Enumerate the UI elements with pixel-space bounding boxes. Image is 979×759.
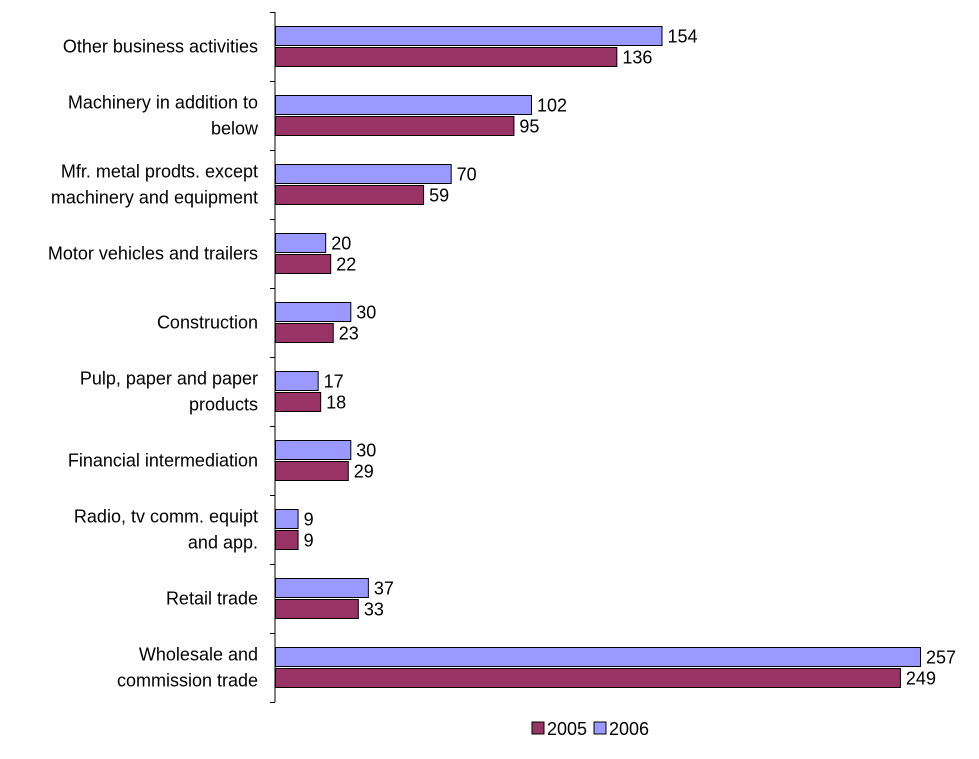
bar-2005 — [275, 668, 901, 688]
data-label: 70 — [457, 165, 477, 185]
data-label: 136 — [622, 48, 652, 68]
data-label: 102 — [537, 96, 567, 116]
data-label: 17 — [324, 372, 344, 392]
bars — [275, 26, 921, 688]
category-label: Radio, tv comm. equipt — [74, 507, 258, 527]
data-label: 30 — [356, 303, 376, 323]
category-label: Wholesale and — [139, 645, 258, 665]
bar-2005 — [275, 254, 332, 274]
bar-2006 — [275, 440, 352, 460]
category-label: below — [211, 119, 259, 139]
data-label: 154 — [667, 27, 697, 47]
data-label: 249 — [906, 669, 936, 689]
data-label: 9 — [304, 510, 314, 530]
legend: 2005 2006 — [531, 719, 649, 739]
data-label: 257 — [926, 648, 956, 668]
legend-swatch-2005 — [531, 721, 545, 735]
category-label: Pulp, paper and paper — [80, 369, 258, 389]
data-label: 20 — [331, 234, 351, 254]
category-label: products — [189, 395, 258, 415]
category-label: commission trade — [117, 671, 258, 691]
bar-2005 — [275, 116, 515, 136]
category-label: Machinery in addition to — [68, 93, 258, 113]
category-label: Motor vehicles and trailers — [48, 244, 258, 264]
legend-swatch-2006 — [593, 721, 607, 735]
category-label: Construction — [157, 313, 258, 333]
data-label: 22 — [336, 255, 356, 275]
data-label: 29 — [354, 462, 374, 482]
category-label: Mfr. metal prodts. except — [61, 162, 258, 182]
category-label: Other business activities — [63, 37, 258, 57]
legend-label-2006: 2006 — [609, 719, 649, 739]
bar-2005 — [275, 185, 425, 205]
data-label: 59 — [429, 186, 449, 206]
bar-2006 — [275, 233, 327, 253]
bar-2005 — [275, 461, 349, 481]
data-label: 95 — [519, 117, 539, 137]
bar-2005 — [275, 530, 299, 550]
bar-2005 — [275, 599, 359, 619]
bar-2006 — [275, 95, 532, 115]
bar-2005 — [275, 47, 618, 67]
bar-2006 — [275, 647, 921, 667]
data-label: 30 — [356, 441, 376, 461]
y-axis — [270, 12, 276, 703]
bar-2005 — [275, 323, 334, 343]
bar-2006 — [275, 509, 299, 529]
category-label: Retail trade — [166, 589, 258, 609]
data-label: 23 — [339, 324, 359, 344]
data-label: 33 — [364, 600, 384, 620]
bar-2006 — [275, 164, 452, 184]
labels: Other business activities 154 136 Machinery… — [48, 27, 956, 691]
data-label: 9 — [304, 531, 314, 551]
category-label: Financial intermediation — [68, 451, 258, 471]
category-label: and app. — [188, 533, 258, 553]
bar-2005 — [275, 392, 322, 412]
data-label: 18 — [326, 393, 346, 413]
bar-2006 — [275, 302, 352, 322]
bar-2006 — [275, 371, 319, 391]
bar-2006 — [275, 578, 369, 598]
legend-label-2005: 2005 — [547, 719, 587, 739]
data-label: 37 — [374, 579, 394, 599]
category-label: machinery and equipment — [51, 188, 258, 208]
bar-2006 — [275, 26, 663, 46]
